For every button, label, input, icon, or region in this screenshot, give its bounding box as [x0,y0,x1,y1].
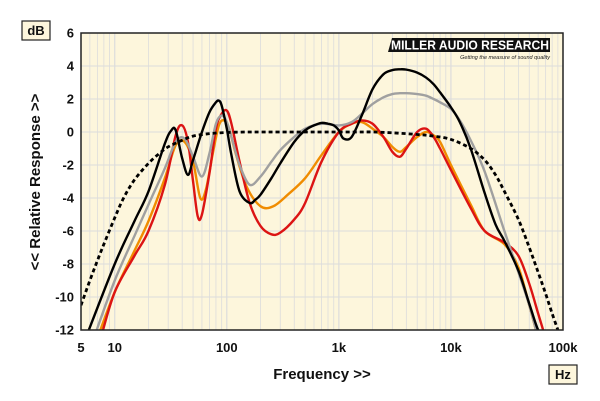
y-tick-label: 2 [67,92,74,107]
y-tick-label: 0 [67,125,74,140]
x-tick-label: 10 [108,340,122,355]
x-tick-label: 5 [77,340,84,355]
x-tick-label: 10k [440,340,462,355]
y-tick-label: -12 [55,323,74,338]
plot-area [81,33,563,330]
y-tick-label: -6 [62,224,74,239]
y-tick-label: 4 [67,59,75,74]
y-unit-label: dB [27,23,44,38]
logo: MILLER AUDIO RESEARCH Getting the measur… [388,38,551,61]
y-tick-label: -10 [55,290,74,305]
y-tick-label: 6 [67,26,74,41]
x-axis-title: Frequency >> [273,366,371,383]
x-tick-label: 100 [216,340,238,355]
series-line-5 [81,130,560,330]
y-tick-labels: 6 4 2 0 -2 -4 -6 -8 -10 -12 [55,26,75,338]
y-tick-label: -4 [62,191,74,206]
plot-border [80,32,564,331]
x-unit-box: Hz [548,364,578,385]
series-group [81,68,560,330]
x-unit-label: Hz [555,367,571,382]
y-unit-box: dB [21,20,51,41]
logo-text: MILLER AUDIO RESEARCH [391,39,549,53]
logo-tagline: Getting the measure of sound quality [460,55,551,61]
y-tick-label: -2 [62,158,74,173]
x-tick-label: 1k [332,340,347,355]
series-line-4 [87,68,540,330]
x-tick-label: 100k [549,340,579,355]
logo-banner [388,38,550,52]
x-tick-labels: 5 10 100 1k 10k 100k [77,340,578,355]
y-tick-label: -8 [62,257,74,272]
y-axis-title: << Relative Response >> [27,93,44,270]
